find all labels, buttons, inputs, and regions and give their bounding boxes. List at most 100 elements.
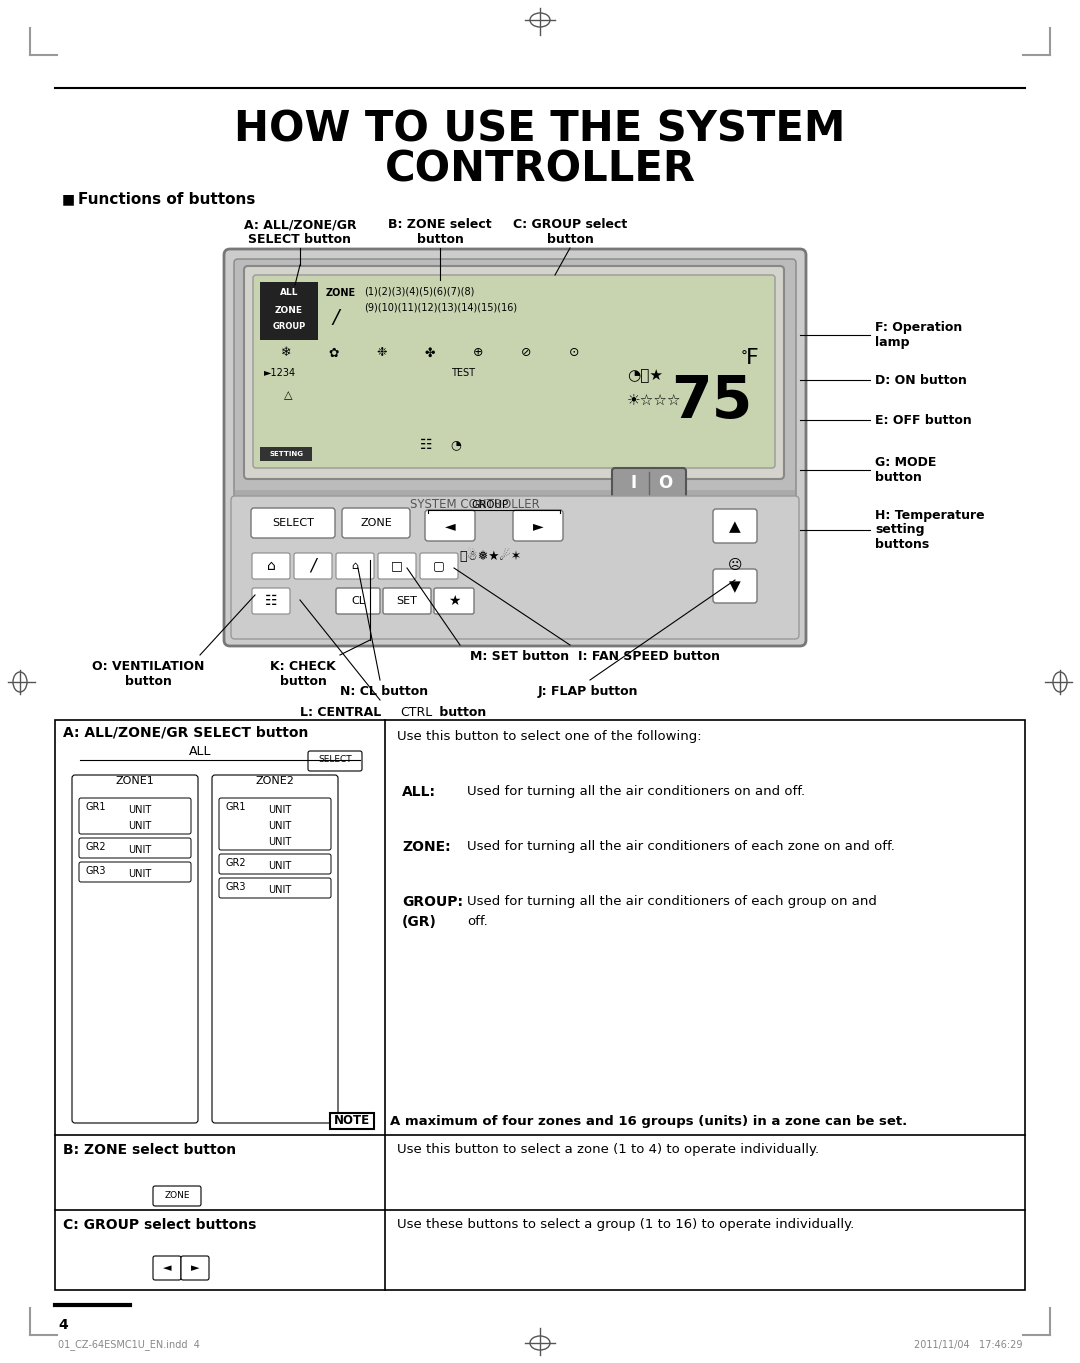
Bar: [55, 720, 1025, 1289]
Text: (9)(10)(11)(12)(13)(14)(15)(16): (9)(10)(11)(12)(13)(14)(15)(16): [364, 303, 517, 312]
Text: UNIT: UNIT: [129, 821, 151, 831]
Text: GROUP: GROUP: [272, 322, 306, 331]
Bar: [330, 1114, 374, 1129]
Text: L: CENTRAL: L: CENTRAL: [300, 706, 386, 720]
Text: 01_CZ-64ESMC1U_EN.indd  4: 01_CZ-64ESMC1U_EN.indd 4: [58, 1340, 200, 1351]
FancyBboxPatch shape: [612, 468, 686, 497]
Text: ALL: ALL: [280, 288, 298, 297]
Text: ☷: ☷: [420, 438, 432, 453]
Text: °: °: [741, 350, 747, 364]
Text: ZONE1: ZONE1: [116, 776, 154, 786]
Text: K: CHECK
button: K: CHECK button: [270, 660, 336, 688]
FancyBboxPatch shape: [713, 508, 757, 542]
Text: ZONE: ZONE: [164, 1191, 190, 1201]
Text: Ⓐ☃❅★☄✶: Ⓐ☃❅★☄✶: [459, 549, 522, 563]
Text: E: OFF button: E: OFF button: [875, 413, 972, 427]
Text: HOW TO USE THE SYSTEM: HOW TO USE THE SYSTEM: [234, 108, 846, 150]
Text: ZONE2: ZONE2: [256, 776, 295, 786]
Text: ►1234: ►1234: [264, 368, 296, 378]
Text: 75: 75: [672, 373, 753, 429]
Text: (GR): (GR): [402, 915, 437, 930]
FancyBboxPatch shape: [420, 553, 458, 579]
Text: ◔⦿★: ◔⦿★: [627, 368, 663, 383]
Text: A: ALL/ZONE/GR SELECT button: A: ALL/ZONE/GR SELECT button: [63, 726, 309, 740]
Text: off.: off.: [467, 915, 488, 928]
Text: 2011/11/04   17:46:29: 2011/11/04 17:46:29: [914, 1340, 1022, 1349]
Text: ⌂: ⌂: [267, 559, 275, 572]
Text: F: Operation
lamp: F: Operation lamp: [875, 322, 962, 349]
Text: GR1: GR1: [85, 801, 106, 812]
FancyBboxPatch shape: [308, 751, 362, 771]
Text: ☹: ☹: [728, 557, 742, 572]
FancyBboxPatch shape: [252, 553, 291, 579]
Text: NOTE: NOTE: [334, 1115, 370, 1127]
Text: □: □: [391, 559, 403, 572]
Text: Use these buttons to select a group (1 to 16) to operate individually.: Use these buttons to select a group (1 t…: [397, 1219, 854, 1231]
Text: D: ON button: D: ON button: [875, 373, 967, 387]
Text: /: /: [310, 557, 315, 575]
FancyBboxPatch shape: [513, 510, 563, 541]
Text: /: /: [332, 308, 339, 327]
Text: Functions of buttons: Functions of buttons: [78, 192, 255, 207]
Text: ⊕: ⊕: [473, 346, 483, 360]
Text: △: △: [284, 390, 293, 399]
Text: CTRL: CTRL: [400, 706, 432, 720]
Text: CL: CL: [351, 596, 365, 607]
Text: GR3: GR3: [225, 882, 245, 891]
Text: SELECT: SELECT: [272, 518, 314, 527]
Text: ALL: ALL: [189, 746, 212, 758]
Text: Use this button to select one of the following:: Use this button to select one of the fol…: [397, 731, 702, 743]
FancyBboxPatch shape: [251, 508, 335, 538]
Text: Used for turning all the air conditioners of each group on and: Used for turning all the air conditioner…: [467, 895, 877, 908]
FancyBboxPatch shape: [252, 587, 291, 613]
Text: H: Temperature
setting
buttons: H: Temperature setting buttons: [875, 508, 985, 552]
Text: A: ALL/ZONE/GR
SELECT button: A: ALL/ZONE/GR SELECT button: [244, 218, 356, 245]
Text: I: FAN SPEED button: I: FAN SPEED button: [578, 650, 720, 662]
Text: CONTROLLER: CONTROLLER: [384, 149, 696, 189]
Text: B: ZONE select button: B: ZONE select button: [63, 1144, 237, 1157]
FancyBboxPatch shape: [181, 1255, 210, 1280]
Text: N: CL button: N: CL button: [340, 686, 428, 698]
FancyBboxPatch shape: [253, 275, 775, 468]
Bar: [260, 447, 312, 461]
Text: UNIT: UNIT: [268, 806, 292, 815]
Text: ◄: ◄: [445, 519, 456, 533]
Text: UNIT: UNIT: [268, 821, 292, 831]
Text: ALL:: ALL:: [402, 785, 436, 799]
Text: J: FLAP button: J: FLAP button: [538, 686, 638, 698]
Text: ☷: ☷: [265, 594, 278, 608]
Text: 4: 4: [58, 1318, 68, 1332]
FancyBboxPatch shape: [434, 587, 474, 613]
Text: Used for turning all the air conditioners of each zone on and off.: Used for turning all the air conditioner…: [467, 840, 895, 853]
FancyBboxPatch shape: [153, 1255, 181, 1280]
Text: ▢: ▢: [433, 559, 445, 572]
Text: UNIT: UNIT: [268, 885, 292, 895]
Text: F: F: [745, 348, 758, 368]
Text: I: I: [631, 474, 637, 492]
Text: GR2: GR2: [85, 842, 106, 852]
Text: ★: ★: [448, 594, 460, 608]
FancyBboxPatch shape: [234, 259, 796, 637]
Text: C: GROUP select buttons: C: GROUP select buttons: [63, 1219, 256, 1232]
Text: ✤: ✤: [424, 346, 435, 360]
FancyBboxPatch shape: [342, 508, 410, 538]
Text: (1)(2)(3)(4)(5)(6)(7)(8): (1)(2)(3)(4)(5)(6)(7)(8): [364, 286, 474, 296]
Text: ►: ►: [191, 1264, 199, 1273]
Text: GR3: GR3: [85, 866, 106, 876]
Text: UNIT: UNIT: [129, 870, 151, 879]
Text: G: MODE
button: G: MODE button: [875, 457, 936, 484]
Text: UNIT: UNIT: [129, 806, 151, 815]
Text: GROUP:: GROUP:: [402, 895, 463, 909]
Text: ▲: ▲: [729, 519, 741, 534]
Text: M: SET button: M: SET button: [470, 650, 569, 662]
Text: ZONE: ZONE: [360, 518, 392, 527]
Text: UNIT: UNIT: [268, 861, 292, 871]
Text: O: O: [658, 474, 672, 492]
Text: GROUP: GROUP: [471, 500, 509, 510]
FancyBboxPatch shape: [153, 1186, 201, 1206]
Text: ZONE:: ZONE:: [402, 840, 450, 855]
Text: GR2: GR2: [225, 857, 245, 868]
Text: ☀☆☆☆: ☀☆☆☆: [627, 393, 681, 408]
Text: SYSTEM CONTROLLER: SYSTEM CONTROLLER: [410, 497, 540, 511]
Text: UNIT: UNIT: [129, 845, 151, 855]
